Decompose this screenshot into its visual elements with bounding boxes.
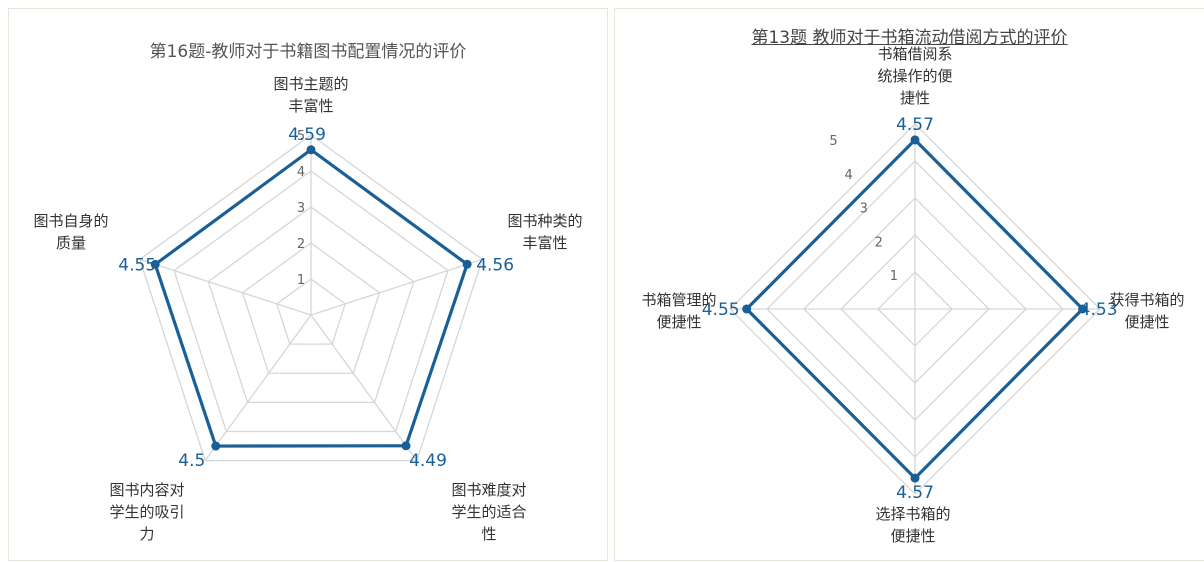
grid-spoke — [311, 259, 482, 315]
category-label: 图书内容对学生的吸引力 — [109, 481, 184, 543]
category-label: 图书自身的质量 — [33, 212, 108, 252]
data-point — [463, 260, 472, 269]
data-point — [307, 145, 316, 154]
tick-label: 5 — [829, 134, 837, 149]
radar-panel-book-box-lending: 第13题 教师对于书箱流动借阅方式的评价 1 2 3 4 5 4.57 4.53 4.57 4.… — [614, 8, 1204, 561]
tick-label: 2 — [875, 235, 883, 250]
data-point — [402, 441, 411, 450]
tick-label: 3 — [860, 202, 868, 217]
radar-chart-book-box-lending: 123454.574.534.574.55书箱借阅系统操作的便捷性获得书箱的便捷… — [615, 9, 1204, 562]
tick-label: 4 — [297, 165, 305, 180]
category-label: 图书难度对学生的适合性 — [451, 481, 526, 543]
data-point — [742, 305, 751, 314]
tick-label: 4 — [845, 168, 853, 183]
data-point — [211, 442, 220, 451]
radar-panel-book-allocation: 第16题-教师对于书籍图书配置情况的评价 1 2 3 4 5 4.59 4.56 4.49 4.… — [8, 8, 608, 561]
category-label: 图书主题的丰富性 — [273, 75, 348, 115]
radar-chart-book-allocation: 123454.594.564.494.54.55图书主题的丰富性图书种类的丰富性… — [9, 9, 609, 562]
category-label: 获得书箱的便捷性 — [1109, 291, 1184, 331]
data-label: 4.57 — [896, 483, 934, 503]
data-label: 4.56 — [476, 255, 514, 275]
category-label: 书箱借阅系统操作的便捷性 — [877, 45, 952, 107]
data-point — [911, 474, 920, 483]
tick-label: 1 — [890, 269, 898, 284]
data-label: 4.49 — [409, 451, 447, 471]
data-label: 4.59 — [288, 125, 326, 145]
grid-spoke — [205, 315, 311, 461]
category-label: 选择书箱的便捷性 — [875, 505, 950, 545]
tick-label: 1 — [297, 273, 305, 288]
tick-label: 2 — [297, 237, 305, 252]
data-point — [911, 135, 920, 144]
category-label: 图书种类的丰富性 — [507, 212, 582, 252]
data-label: 4.55 — [118, 255, 156, 275]
data-label: 4.5 — [178, 451, 205, 471]
data-label: 4.57 — [896, 115, 934, 135]
grid-spoke — [140, 259, 311, 315]
grid-spoke — [311, 315, 417, 461]
tick-label: 3 — [297, 201, 305, 216]
